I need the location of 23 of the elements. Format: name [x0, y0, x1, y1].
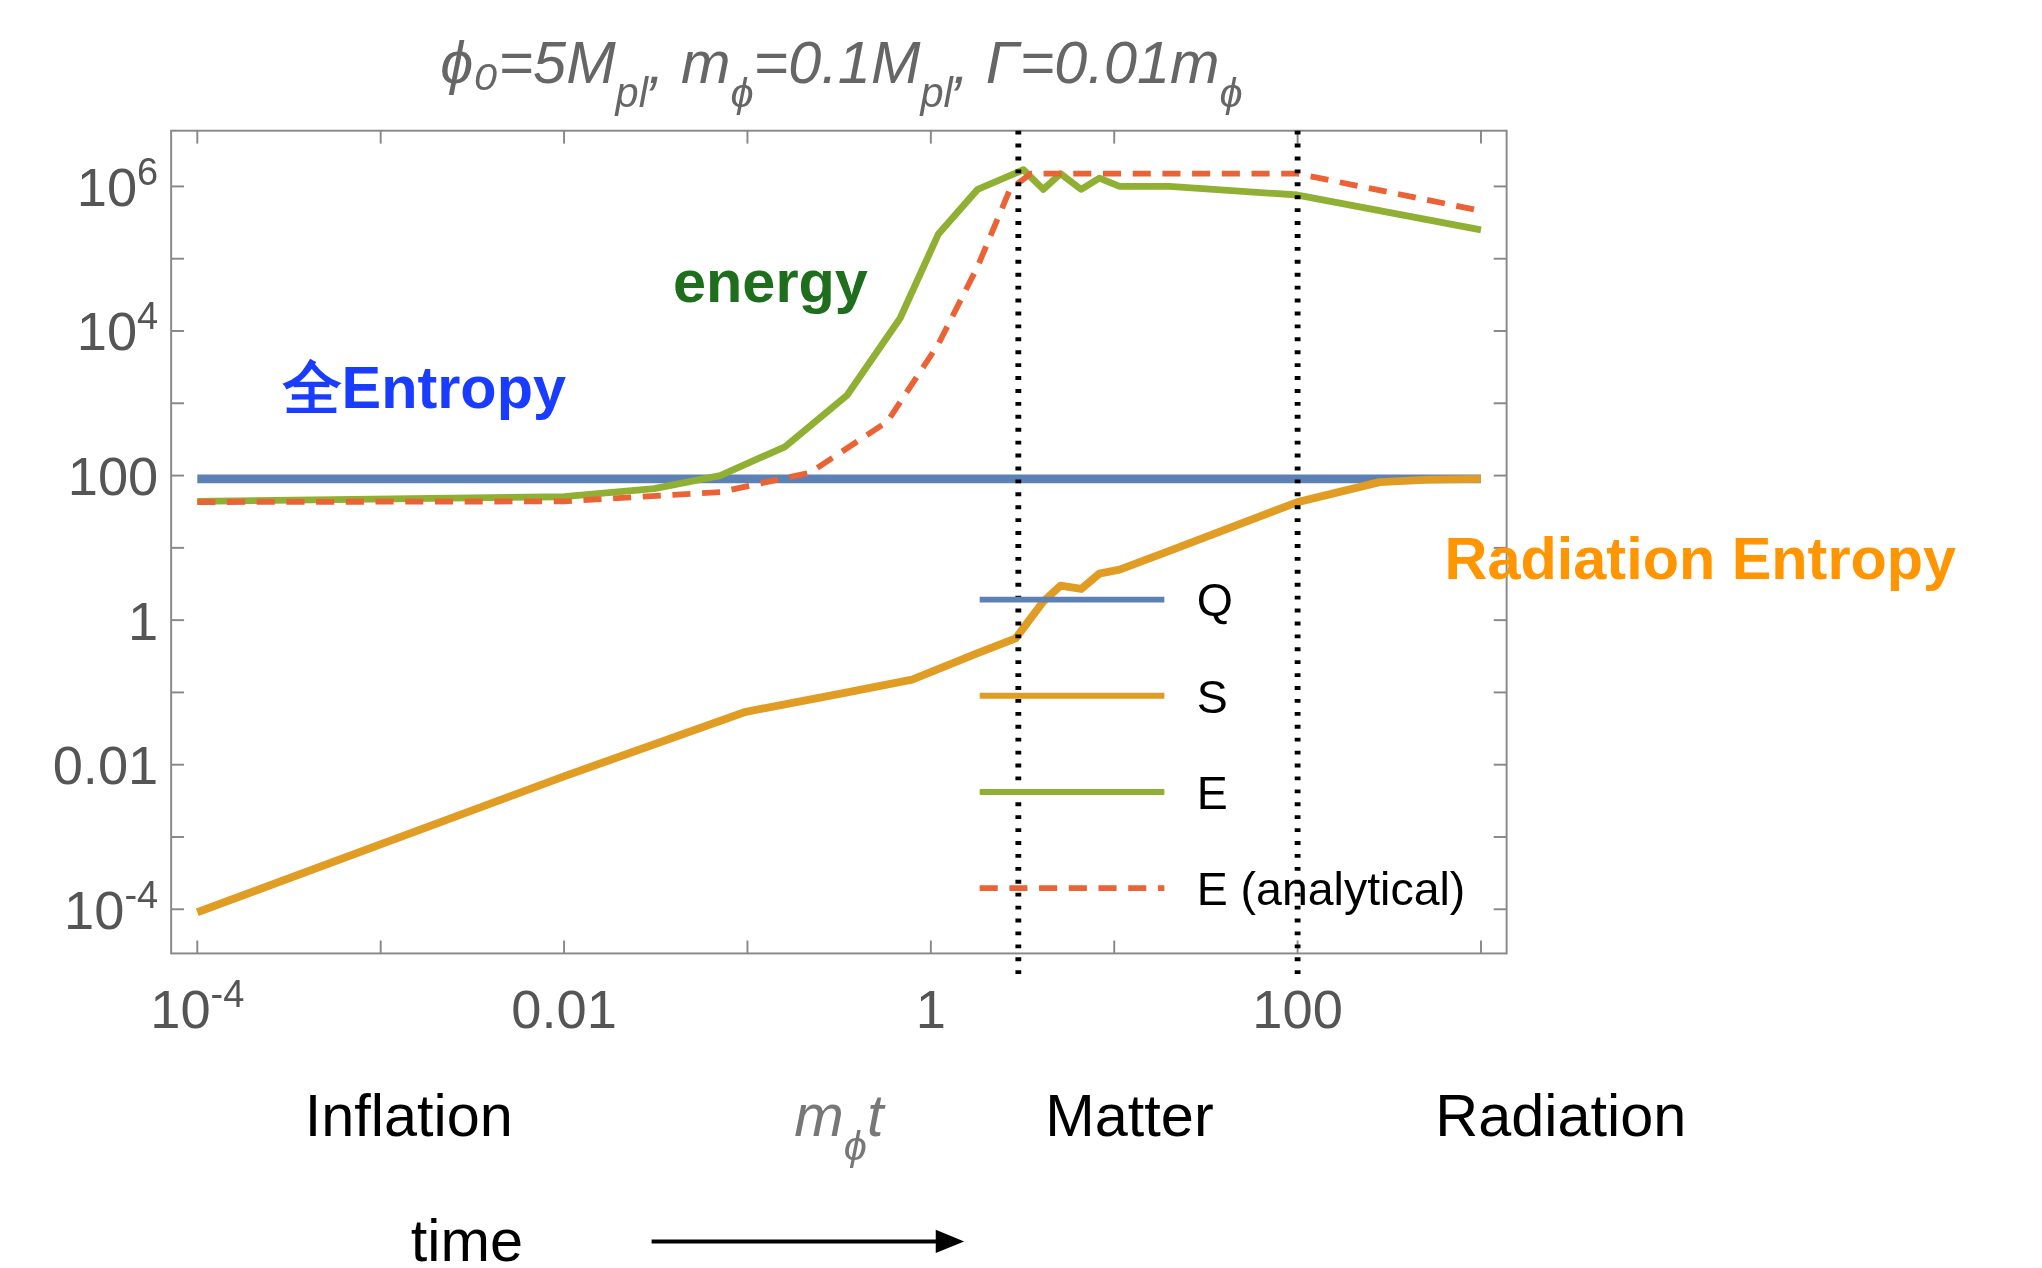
text: Radiation: [1435, 1081, 1687, 1149]
text: time: [410, 1206, 524, 1268]
y-tick-label: 10$^{-4}$: [64, 873, 159, 940]
y-tick-label: 10$^{4}$: [76, 295, 159, 362]
text: Matter: [1045, 1081, 1214, 1149]
x-tick-label: 0.01: [511, 979, 617, 1040]
annotation: energy: [673, 248, 868, 316]
x-tick-label: 1: [915, 979, 946, 1040]
y-tick-label: 10$^{6}$: [76, 150, 159, 217]
annotation: 全Entropy: [281, 354, 567, 422]
annotation: Radiation Entropy: [1444, 524, 1957, 592]
legend-label: Q: [1196, 574, 1233, 627]
x-tick-label: 10$^{-4}$: [150, 973, 245, 1040]
x-tick-label: 100: [1252, 979, 1343, 1040]
legend-label: E (analytical): [1196, 863, 1466, 915]
text: Inflation: [304, 1081, 513, 1149]
legend-label: E: [1196, 766, 1228, 819]
chart-title: ϕ₀=5M$_{pl}$, m$_{ϕ}$=0.1M$_{pl}$, Γ=0.01m$_{ϕ}$: [440, 28, 1243, 116]
legend-label: S: [1196, 670, 1228, 723]
x-axis-title: m$_{ϕ}$t: [794, 1081, 886, 1169]
y-tick-label: 100: [67, 445, 159, 506]
y-tick-label: 0.01: [52, 735, 159, 796]
y-tick-label: 1: [128, 590, 159, 651]
